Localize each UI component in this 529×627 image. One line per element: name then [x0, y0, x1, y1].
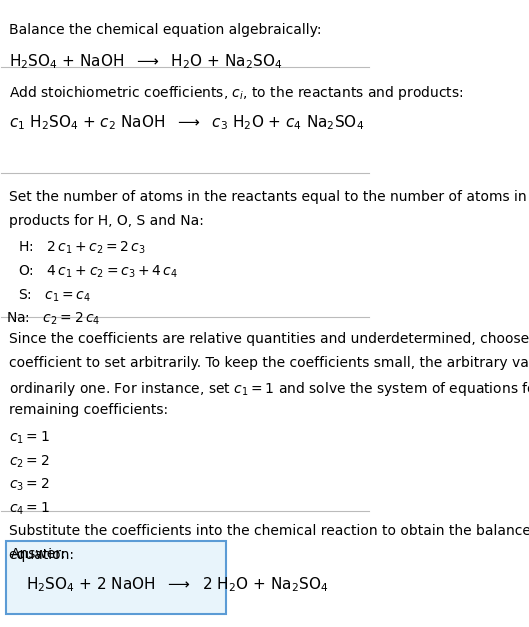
Text: Answer:: Answer: [11, 547, 67, 561]
Text: equation:: equation: [9, 547, 75, 562]
Text: H:   $2\,c_1 + c_2 = 2\,c_3$: H: $2\,c_1 + c_2 = 2\,c_3$ [18, 240, 146, 256]
Text: $c_2 = 2$: $c_2 = 2$ [9, 453, 49, 470]
Text: Substitute the coefficients into the chemical reaction to obtain the balanced: Substitute the coefficients into the che… [9, 524, 529, 538]
Text: remaining coefficients:: remaining coefficients: [9, 403, 168, 418]
Text: Add stoichiometric coefficients, $c_i$, to the reactants and products:: Add stoichiometric coefficients, $c_i$, … [9, 84, 463, 102]
Text: Na:   $c_2 = 2\,c_4$: Na: $c_2 = 2\,c_4$ [6, 311, 100, 327]
Text: O:   $4\,c_1 + c_2 = c_3 + 4\,c_4$: O: $4\,c_1 + c_2 = c_3 + 4\,c_4$ [18, 263, 178, 280]
Text: Balance the chemical equation algebraically:: Balance the chemical equation algebraica… [9, 23, 321, 37]
Text: $c_1$ $\mathregular{H_2SO_4}$ + $c_2$ NaOH  $\longrightarrow$  $c_3$ $\mathregul: $c_1$ $\mathregular{H_2SO_4}$ + $c_2$ Na… [9, 113, 364, 132]
Text: $c_4 = 1$: $c_4 = 1$ [9, 501, 50, 517]
FancyBboxPatch shape [6, 540, 226, 614]
Text: Since the coefficients are relative quantities and underdetermined, choose a: Since the coefficients are relative quan… [9, 332, 529, 346]
Text: $c_3 = 2$: $c_3 = 2$ [9, 477, 49, 493]
Text: $c_1 = 1$: $c_1 = 1$ [9, 429, 50, 446]
Text: products for H, O, S and Na:: products for H, O, S and Na: [9, 214, 204, 228]
Text: $\mathregular{H_2SO_4}$ + NaOH  $\longrightarrow$  $\mathregular{H_2O}$ + $\math: $\mathregular{H_2SO_4}$ + NaOH $\longrig… [9, 52, 282, 71]
Text: coefficient to set arbitrarily. To keep the coefficients small, the arbitrary va: coefficient to set arbitrarily. To keep … [9, 356, 529, 370]
Text: S:   $c_1 = c_4$: S: $c_1 = c_4$ [18, 287, 91, 303]
Text: Set the number of atoms in the reactants equal to the number of atoms in the: Set the number of atoms in the reactants… [9, 190, 529, 204]
Text: $\mathregular{H_2SO_4}$ + 2 NaOH  $\longrightarrow$  2 $\mathregular{H_2O}$ + $\: $\mathregular{H_2SO_4}$ + 2 NaOH $\longr… [26, 575, 329, 594]
Text: ordinarily one. For instance, set $c_1 = 1$ and solve the system of equations fo: ordinarily one. For instance, set $c_1 =… [9, 380, 529, 398]
